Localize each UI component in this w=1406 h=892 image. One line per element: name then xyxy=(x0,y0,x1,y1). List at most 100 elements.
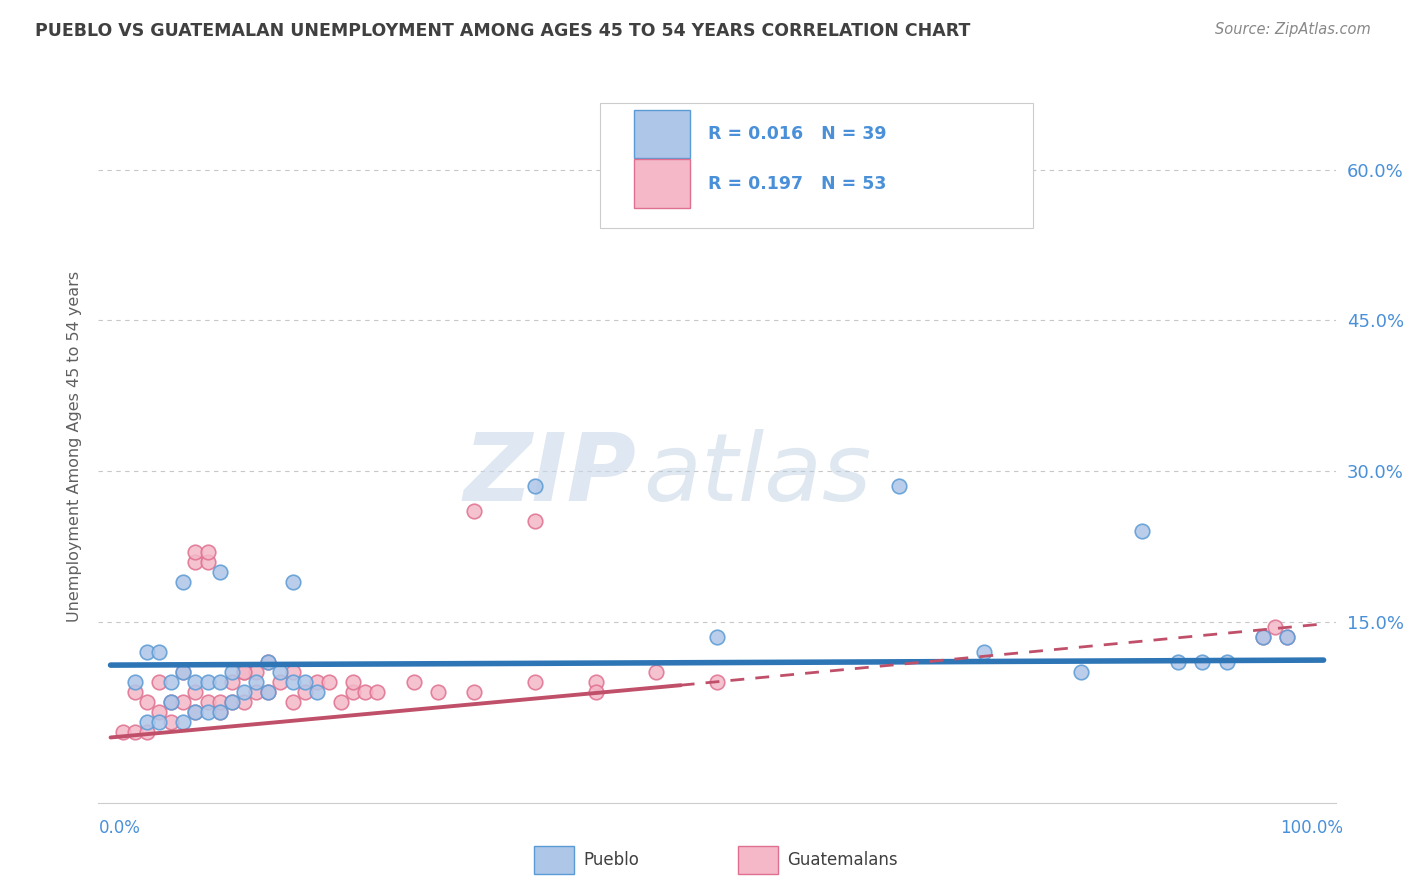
Point xyxy=(342,685,364,699)
Point xyxy=(245,685,267,699)
Point xyxy=(1275,630,1298,644)
Text: R = 0.016   N = 39: R = 0.016 N = 39 xyxy=(709,125,887,143)
Point xyxy=(208,675,231,690)
Point xyxy=(148,715,170,730)
Point xyxy=(197,675,219,690)
FancyBboxPatch shape xyxy=(634,160,690,208)
Point xyxy=(257,655,280,669)
Point xyxy=(184,555,207,569)
Point xyxy=(281,675,304,690)
Point xyxy=(160,715,183,730)
Point xyxy=(221,695,243,709)
Point xyxy=(197,555,219,569)
Point xyxy=(136,715,159,730)
Point xyxy=(706,675,728,690)
Point xyxy=(1275,630,1298,644)
Point xyxy=(221,695,243,709)
Point xyxy=(160,695,183,709)
Point xyxy=(184,706,207,720)
Point xyxy=(366,685,388,699)
Point xyxy=(305,675,328,690)
Text: 100.0%: 100.0% xyxy=(1279,819,1343,837)
Point xyxy=(233,695,256,709)
Point xyxy=(221,665,243,680)
Point xyxy=(354,685,377,699)
Point xyxy=(184,675,207,690)
Point xyxy=(281,574,304,589)
Point xyxy=(1167,655,1189,669)
Point xyxy=(524,479,547,493)
Point xyxy=(281,665,304,680)
Point xyxy=(197,544,219,558)
Point xyxy=(172,695,194,709)
Point xyxy=(257,685,280,699)
Point xyxy=(269,665,291,680)
Point xyxy=(233,685,256,699)
Text: PUEBLO VS GUATEMALAN UNEMPLOYMENT AMONG AGES 45 TO 54 YEARS CORRELATION CHART: PUEBLO VS GUATEMALAN UNEMPLOYMENT AMONG … xyxy=(35,22,970,40)
Point xyxy=(208,695,231,709)
Y-axis label: Unemployment Among Ages 45 to 54 years: Unemployment Among Ages 45 to 54 years xyxy=(66,270,82,622)
Point xyxy=(124,685,146,699)
Text: R = 0.197   N = 53: R = 0.197 N = 53 xyxy=(709,175,887,193)
Point xyxy=(1191,655,1213,669)
Point xyxy=(136,695,159,709)
Text: ZIP: ZIP xyxy=(464,428,637,521)
Point xyxy=(1130,524,1153,539)
Point xyxy=(305,685,328,699)
Point xyxy=(706,630,728,644)
Point xyxy=(172,665,194,680)
Point xyxy=(318,675,340,690)
Point xyxy=(1251,630,1274,644)
Text: atlas: atlas xyxy=(643,429,872,520)
Point xyxy=(1215,655,1237,669)
Point xyxy=(245,675,267,690)
Point xyxy=(111,725,134,739)
Point xyxy=(585,675,607,690)
FancyBboxPatch shape xyxy=(634,110,690,158)
Point xyxy=(136,645,159,659)
Point xyxy=(208,706,231,720)
Point xyxy=(124,675,146,690)
Point xyxy=(524,675,547,690)
Point xyxy=(463,685,485,699)
Point xyxy=(148,675,170,690)
Point xyxy=(585,685,607,699)
Point xyxy=(257,655,280,669)
Point xyxy=(524,515,547,529)
Text: Guatemalans: Guatemalans xyxy=(787,851,898,869)
Point xyxy=(136,725,159,739)
Point xyxy=(463,504,485,518)
Point xyxy=(208,565,231,579)
Point xyxy=(645,665,668,680)
Text: 0.0%: 0.0% xyxy=(98,819,141,837)
Point xyxy=(402,675,425,690)
Point xyxy=(427,685,450,699)
Point xyxy=(160,695,183,709)
Point xyxy=(973,645,995,659)
FancyBboxPatch shape xyxy=(599,103,1032,228)
Point xyxy=(184,706,207,720)
Point xyxy=(184,544,207,558)
Point xyxy=(257,685,280,699)
Point xyxy=(245,665,267,680)
Point xyxy=(197,695,219,709)
Point xyxy=(1070,665,1092,680)
Text: Pueblo: Pueblo xyxy=(583,851,640,869)
Point xyxy=(197,706,219,720)
Point xyxy=(160,675,183,690)
Point xyxy=(269,675,291,690)
Point xyxy=(294,685,316,699)
Point xyxy=(172,715,194,730)
Point xyxy=(148,706,170,720)
Point xyxy=(208,706,231,720)
Point xyxy=(233,665,256,680)
Point xyxy=(281,695,304,709)
Point xyxy=(342,675,364,690)
Point xyxy=(233,665,256,680)
Point xyxy=(1264,620,1286,634)
Point xyxy=(124,725,146,739)
Point xyxy=(172,665,194,680)
Point xyxy=(294,675,316,690)
Point xyxy=(221,675,243,690)
Point xyxy=(172,574,194,589)
